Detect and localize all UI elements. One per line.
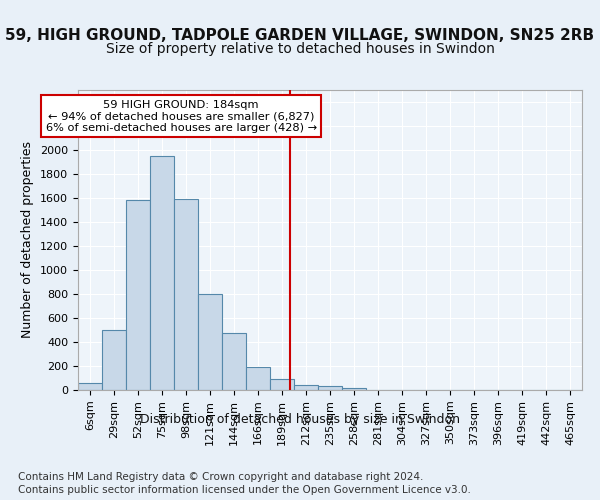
Text: Size of property relative to detached houses in Swindon: Size of property relative to detached ho… [106,42,494,56]
Bar [246,366,270,390]
Bar [270,378,294,390]
Text: Contains public sector information licensed under the Open Government Licence v3: Contains public sector information licen… [18,485,471,495]
Bar [150,156,174,390]
Bar [318,386,342,390]
Bar [78,383,102,390]
Bar [102,330,126,390]
Text: 59 HIGH GROUND: 184sqm
← 94% of detached houses are smaller (6,827)
6% of semi-d: 59 HIGH GROUND: 184sqm ← 94% of detached… [46,100,317,133]
Bar [342,388,366,390]
Bar [222,333,246,390]
Bar [294,385,318,390]
Bar [198,294,222,390]
Text: Distribution of detached houses by size in Swindon: Distribution of detached houses by size … [140,412,460,426]
Y-axis label: Number of detached properties: Number of detached properties [22,142,34,338]
Text: Contains HM Land Registry data © Crown copyright and database right 2024.: Contains HM Land Registry data © Crown c… [18,472,424,482]
Bar [126,200,150,390]
Bar [174,199,198,390]
Text: 59, HIGH GROUND, TADPOLE GARDEN VILLAGE, SWINDON, SN25 2RB: 59, HIGH GROUND, TADPOLE GARDEN VILLAGE,… [5,28,595,42]
